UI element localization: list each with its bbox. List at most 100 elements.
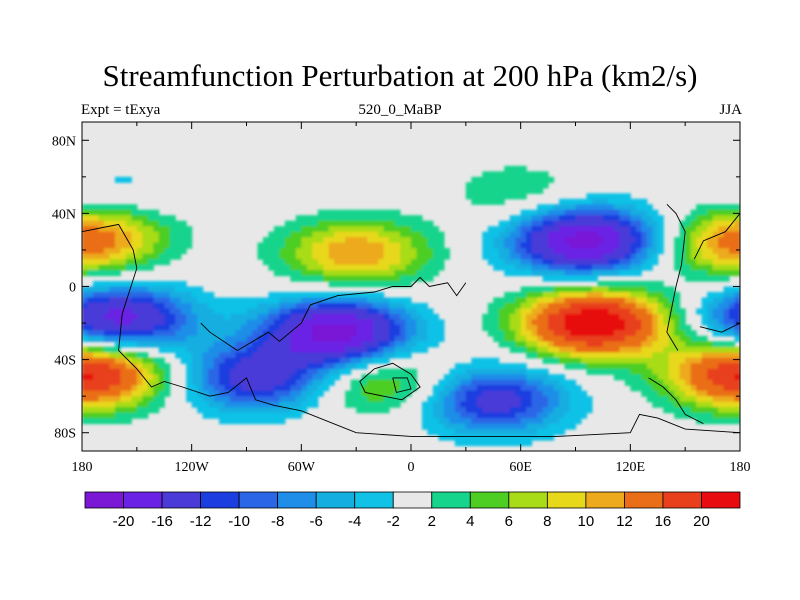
field-cell bbox=[718, 379, 725, 386]
field-cell bbox=[509, 324, 516, 331]
field-cell bbox=[120, 313, 127, 320]
field-cell bbox=[251, 352, 259, 359]
field-cell bbox=[515, 182, 522, 189]
field-cell bbox=[328, 319, 335, 326]
field-cell bbox=[493, 253, 500, 260]
field-cell bbox=[82, 291, 89, 299]
field-cell bbox=[180, 291, 187, 299]
field-cell bbox=[175, 237, 182, 244]
field-cell bbox=[295, 302, 302, 310]
field-cell bbox=[87, 324, 94, 331]
field-cell bbox=[685, 226, 692, 233]
field-cell bbox=[389, 248, 396, 255]
field-cell bbox=[158, 281, 165, 288]
field-cell bbox=[169, 286, 176, 293]
field-cell bbox=[591, 308, 599, 315]
field-cell bbox=[230, 330, 237, 337]
field-cell bbox=[383, 407, 390, 414]
field-cell bbox=[526, 330, 533, 337]
field-cell bbox=[131, 390, 138, 397]
field-cell bbox=[586, 193, 593, 200]
field-cell bbox=[641, 335, 648, 342]
field-cell bbox=[317, 330, 324, 337]
field-cell bbox=[690, 374, 697, 381]
field-cell bbox=[421, 226, 429, 233]
field-cell bbox=[262, 385, 270, 392]
field-cell bbox=[284, 335, 291, 342]
field-cell bbox=[334, 281, 341, 288]
field-cell bbox=[597, 352, 604, 359]
field-cell bbox=[114, 297, 121, 304]
field-cell bbox=[504, 335, 511, 342]
field-cell bbox=[202, 297, 209, 304]
field-cell bbox=[718, 390, 725, 397]
field-cell bbox=[175, 226, 182, 233]
field-cell bbox=[729, 291, 736, 299]
field-cell bbox=[98, 237, 105, 244]
field-cell bbox=[553, 248, 560, 255]
field-cell bbox=[641, 231, 648, 238]
field-cell bbox=[345, 226, 352, 233]
field-cell bbox=[630, 297, 637, 304]
field-cell bbox=[531, 434, 538, 441]
field-cell bbox=[685, 374, 692, 381]
field-cell bbox=[591, 253, 599, 260]
field-cell bbox=[164, 220, 171, 227]
field-cell bbox=[356, 215, 363, 222]
field-cell bbox=[498, 335, 505, 342]
field-cell bbox=[301, 379, 308, 386]
field-cell bbox=[476, 407, 483, 414]
field-cell bbox=[306, 401, 313, 408]
field-cell bbox=[92, 407, 100, 414]
field-cell bbox=[570, 220, 577, 227]
field-cell bbox=[542, 259, 549, 266]
field-cell bbox=[723, 259, 730, 266]
field-cell bbox=[663, 319, 670, 326]
field-cell bbox=[520, 429, 527, 436]
field-cell bbox=[421, 231, 429, 238]
field-cell bbox=[465, 423, 472, 430]
field-cell bbox=[317, 335, 324, 342]
field-cell bbox=[246, 385, 253, 392]
field-cell bbox=[559, 385, 566, 392]
field-cell bbox=[504, 330, 511, 337]
field-cell bbox=[350, 297, 357, 304]
field-cell bbox=[701, 215, 708, 222]
field-cell bbox=[652, 226, 659, 233]
field-cell bbox=[641, 374, 648, 381]
field-cell bbox=[131, 313, 138, 320]
field-cell bbox=[531, 418, 538, 425]
field-cell bbox=[679, 352, 686, 359]
field-cell bbox=[103, 352, 111, 359]
field-cell bbox=[103, 270, 111, 277]
field-cell bbox=[290, 412, 297, 419]
field-cell bbox=[142, 313, 149, 320]
field-cell bbox=[400, 390, 407, 397]
field-cell bbox=[548, 418, 555, 425]
field-cell bbox=[295, 275, 302, 282]
x-tick-label: 0 bbox=[408, 460, 415, 475]
field-cell bbox=[723, 319, 730, 326]
field-cell bbox=[712, 242, 719, 249]
field-cell bbox=[591, 368, 599, 375]
field-cell bbox=[153, 253, 160, 260]
field-cell bbox=[729, 242, 736, 249]
field-cell bbox=[542, 308, 549, 315]
field-cell bbox=[613, 368, 620, 375]
field-cell bbox=[301, 297, 308, 304]
field-cell bbox=[251, 390, 259, 397]
field-cell bbox=[690, 209, 697, 216]
field-cell bbox=[284, 390, 291, 397]
field-cell bbox=[701, 341, 708, 348]
field-cell bbox=[619, 215, 626, 222]
field-cell bbox=[328, 215, 335, 222]
field-cell bbox=[241, 368, 248, 375]
field-cell bbox=[635, 352, 642, 359]
field-cell bbox=[712, 352, 719, 359]
field-cell bbox=[334, 253, 341, 260]
field-cell bbox=[251, 418, 259, 425]
field-cell bbox=[405, 313, 412, 320]
field-cell bbox=[164, 313, 171, 320]
field-cell bbox=[641, 220, 648, 227]
field-cell bbox=[241, 385, 248, 392]
